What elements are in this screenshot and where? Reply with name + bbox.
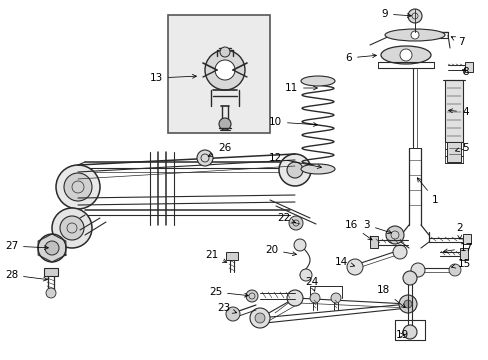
Text: 21: 21	[204, 250, 226, 262]
Bar	[44, 268, 58, 276]
Circle shape	[220, 47, 229, 57]
Circle shape	[56, 165, 100, 209]
Circle shape	[286, 162, 303, 178]
Bar	[225, 252, 238, 260]
Text: 4: 4	[447, 107, 468, 117]
Bar	[464, 62, 472, 72]
Circle shape	[346, 259, 362, 275]
Text: 25: 25	[208, 287, 248, 297]
Text: 19: 19	[395, 330, 408, 340]
Text: 8: 8	[461, 67, 468, 77]
Circle shape	[398, 295, 416, 313]
Circle shape	[197, 150, 213, 166]
Circle shape	[392, 245, 406, 259]
Text: 17: 17	[443, 243, 472, 253]
Bar	[462, 234, 470, 244]
Circle shape	[399, 49, 411, 61]
Circle shape	[385, 226, 403, 244]
Circle shape	[254, 313, 264, 323]
Circle shape	[204, 50, 244, 90]
Circle shape	[52, 208, 92, 248]
Circle shape	[249, 308, 269, 328]
Circle shape	[448, 264, 460, 276]
Bar	[168, 15, 269, 133]
Circle shape	[60, 216, 84, 240]
Circle shape	[245, 290, 258, 302]
Circle shape	[309, 293, 319, 303]
Text: 22: 22	[276, 213, 295, 223]
Circle shape	[45, 241, 59, 255]
Circle shape	[403, 300, 411, 308]
Circle shape	[46, 288, 56, 298]
Circle shape	[38, 234, 66, 262]
Text: 9: 9	[381, 9, 410, 19]
Ellipse shape	[380, 46, 430, 64]
Text: 7: 7	[450, 37, 464, 47]
Ellipse shape	[301, 164, 334, 174]
Bar	[369, 236, 377, 248]
Circle shape	[288, 216, 303, 230]
Circle shape	[410, 263, 424, 277]
Text: 3: 3	[363, 220, 391, 234]
Circle shape	[225, 307, 240, 321]
Circle shape	[215, 60, 235, 80]
Text: 5: 5	[454, 143, 468, 153]
Bar	[444, 80, 462, 142]
Text: 10: 10	[268, 117, 317, 127]
Circle shape	[219, 118, 230, 130]
Circle shape	[293, 239, 305, 251]
Text: 6: 6	[345, 53, 376, 63]
Text: 12: 12	[268, 153, 321, 168]
Text: 24: 24	[304, 277, 317, 291]
Text: 16: 16	[344, 220, 371, 240]
Circle shape	[410, 31, 418, 39]
Bar	[459, 248, 467, 260]
Circle shape	[286, 290, 303, 306]
Text: 11: 11	[284, 83, 317, 93]
Text: 14: 14	[334, 257, 354, 267]
Circle shape	[279, 154, 310, 186]
Circle shape	[402, 325, 416, 339]
Text: 13: 13	[149, 73, 196, 83]
Text: 15: 15	[450, 259, 470, 269]
Circle shape	[330, 293, 340, 303]
Text: 20: 20	[264, 245, 296, 256]
Ellipse shape	[384, 29, 444, 41]
Circle shape	[402, 271, 416, 285]
Bar	[446, 142, 460, 162]
Text: 27: 27	[5, 241, 48, 251]
Text: 28: 28	[5, 270, 47, 281]
Text: 1: 1	[416, 178, 438, 205]
Ellipse shape	[301, 76, 334, 86]
Text: 2: 2	[455, 223, 462, 239]
Text: 26: 26	[208, 143, 231, 156]
Circle shape	[407, 9, 421, 23]
Text: 18: 18	[376, 285, 405, 308]
Circle shape	[299, 269, 311, 281]
Text: 23: 23	[216, 303, 236, 313]
Circle shape	[64, 173, 92, 201]
